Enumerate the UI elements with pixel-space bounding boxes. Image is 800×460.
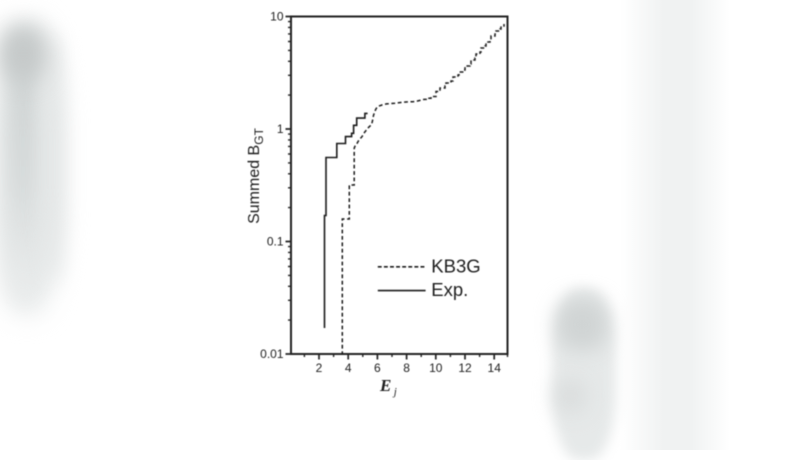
- svg-text:6: 6: [374, 361, 381, 375]
- svg-text:Summed BGT: Summed BGT: [246, 127, 266, 223]
- svg-text:14: 14: [488, 361, 502, 375]
- svg-text:10: 10: [270, 10, 284, 24]
- svg-text:4: 4: [345, 361, 352, 375]
- svg-text:8: 8: [403, 361, 410, 375]
- svg-text:j: j: [392, 386, 397, 398]
- svg-text:0.1: 0.1: [267, 235, 284, 249]
- svg-text:2: 2: [316, 361, 323, 375]
- svg-text:KB3G: KB3G: [431, 256, 480, 277]
- svg-text:12: 12: [458, 361, 472, 375]
- svg-text:E: E: [379, 376, 391, 395]
- svg-text:1: 1: [277, 122, 284, 136]
- svg-text:10: 10: [429, 361, 443, 375]
- svg-text:0.01: 0.01: [260, 347, 284, 361]
- svg-text:Exp.: Exp.: [431, 279, 468, 300]
